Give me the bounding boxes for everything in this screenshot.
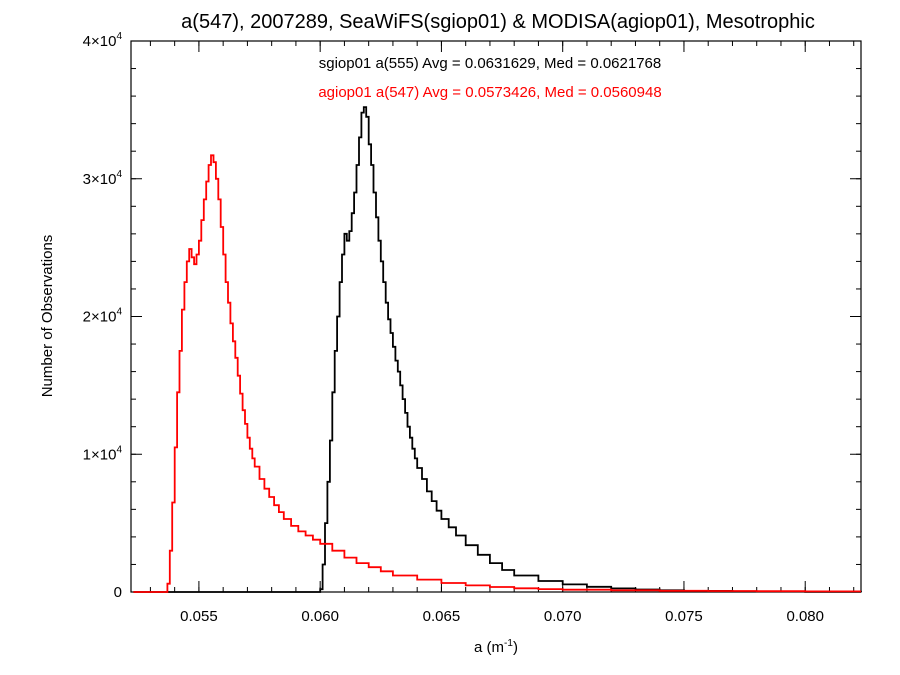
x-tick-label: 0.055 [180,608,218,625]
x-axis-label-tail: ) [513,639,518,656]
series-group [133,106,862,593]
axis-ticks: 0.055 0.060 0.065 0.070 0.075 0.08001×1042×10… [83,31,861,625]
plot-frame [130,40,862,593]
y-tick-label-base: 3×10 [83,171,117,188]
y-tick-label-base: 2×10 [83,309,117,326]
y-tick-label: 2×104 [83,307,123,326]
x-tick-label: 0.065 [423,608,461,625]
y-tick-label: 3×104 [83,169,123,188]
y-tick-label-exponent: 4 [116,307,122,318]
annotations: sgiop01 a(555) Avg = 0.0631629, Med = 0.… [318,55,661,101]
x-axis-label-base: a (m [474,639,504,656]
y-tick-label-base: 0 [114,584,122,601]
stats-annotation: agiop01 a(547) Avg = 0.0573426, Med = 0.… [318,84,661,101]
stats-annotation: sgiop01 a(555) Avg = 0.0631629, Med = 0.… [319,55,662,72]
histogram-series [133,154,861,593]
y-tick-label: 1×104 [83,444,123,463]
x-tick-label: 0.070 [544,608,582,625]
y-tick-label: 0 [114,584,122,601]
y-axis-label: Number of Observations [39,235,56,398]
x-tick-label: 0.080 [786,608,824,625]
x-axis-label-sup: -1 [504,638,513,649]
y-tick-label-exponent: 4 [116,31,122,42]
y-tick-label-base: 1×10 [83,446,117,463]
y-tick-label-base: 4×10 [83,33,117,50]
y-tick-label-exponent: 4 [116,169,122,180]
y-tick-label-exponent: 4 [116,444,122,455]
chart-title: a(547), 2007289, SeaWiFS(sgiop01) & MODI… [181,11,815,33]
x-tick-label: 0.060 [301,608,339,625]
y-tick-label: 4×104 [83,31,123,50]
x-axis-label: a (m-1) [474,638,518,656]
x-tick-label: 0.075 [665,608,703,625]
histogram-series [133,106,862,593]
